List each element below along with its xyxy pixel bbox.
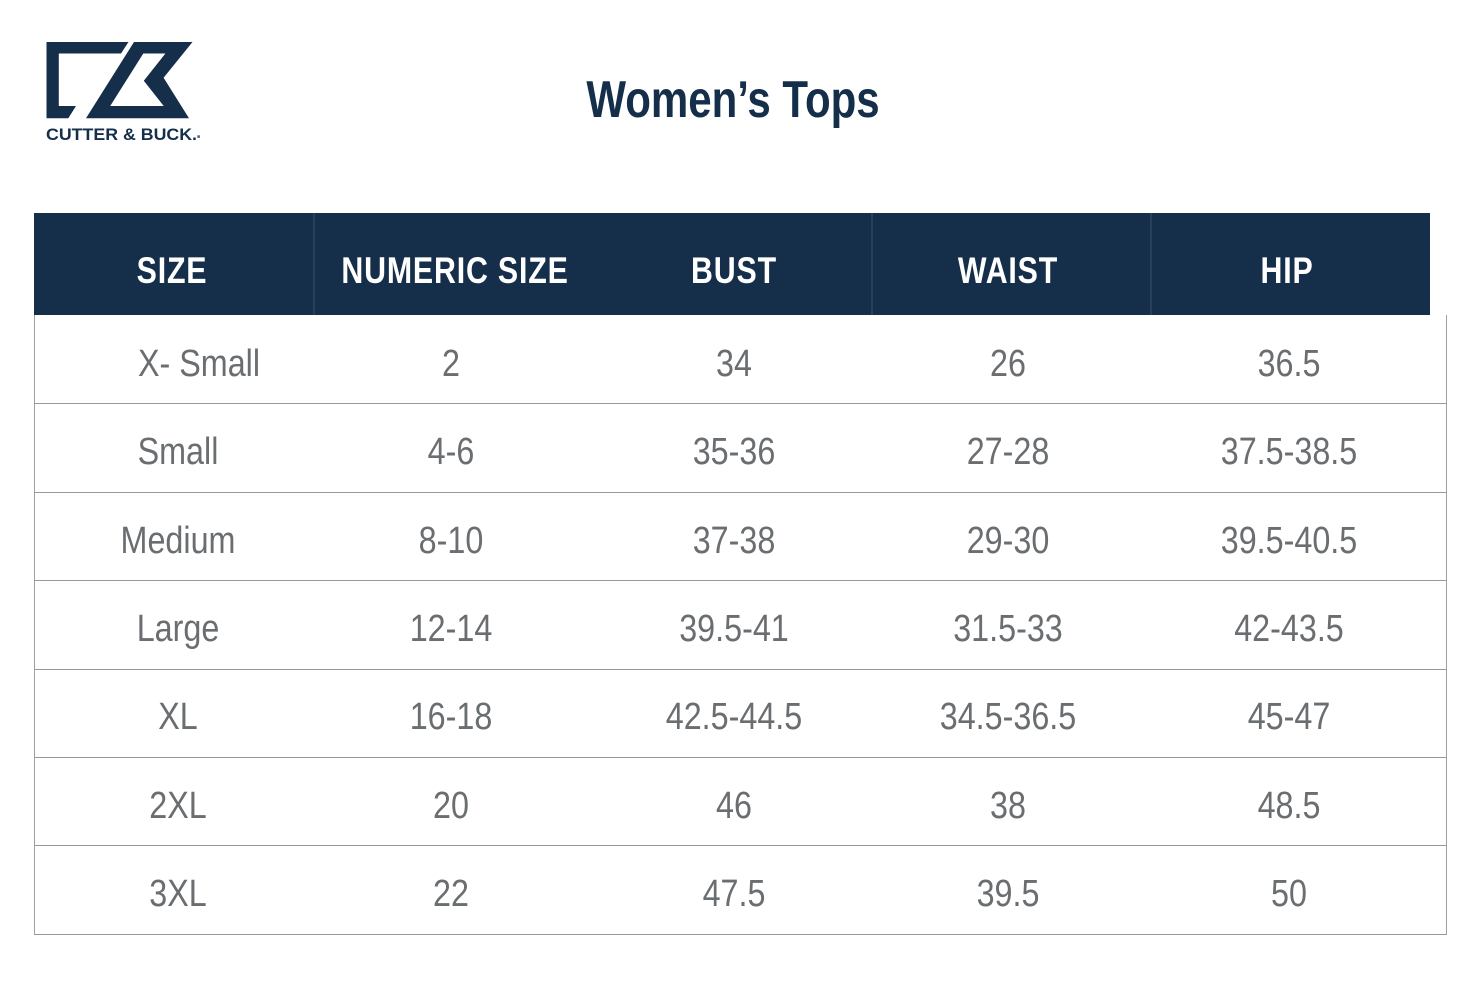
svg-text:CUTTER & BUCK.: CUTTER & BUCK. [46,125,197,144]
